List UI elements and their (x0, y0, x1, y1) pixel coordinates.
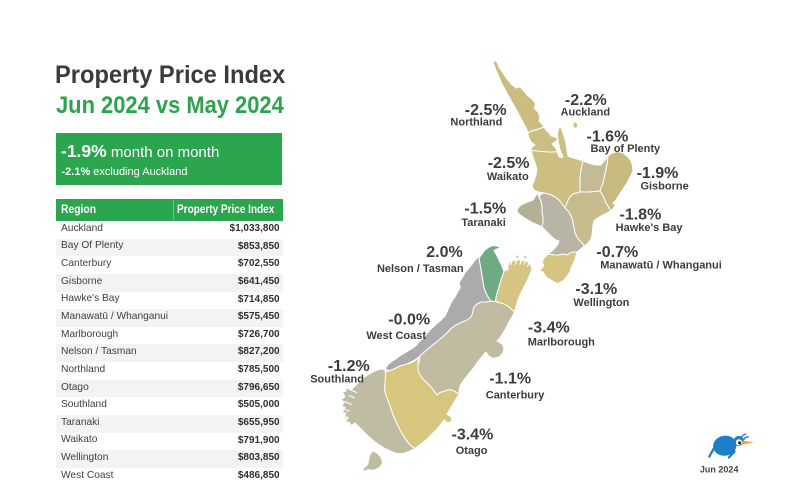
svg-text:-2.5%: -2.5% (488, 155, 530, 172)
svg-text:-0.0%: -0.0% (388, 312, 430, 329)
svg-text:-2.2%: -2.2% (565, 92, 607, 109)
svg-text:Bay of Plenty: Bay of Plenty (590, 143, 661, 155)
svg-text:Taranaki: Taranaki (461, 217, 505, 229)
svg-text:-1.1%: -1.1% (489, 371, 531, 388)
svg-text:Southland: Southland (310, 374, 364, 386)
svg-text:Nelson / Tasman: Nelson / Tasman (377, 263, 464, 275)
svg-text:Northland: Northland (450, 116, 502, 128)
svg-text:-0.7%: -0.7% (596, 244, 638, 261)
svg-text:Marlborough: Marlborough (528, 337, 595, 349)
svg-text:Gisborne: Gisborne (640, 180, 688, 192)
svg-text:-2.5%: -2.5% (465, 102, 507, 119)
svg-text:-3.4%: -3.4% (452, 426, 494, 443)
svg-text:-1.6%: -1.6% (587, 129, 629, 146)
svg-text:-3.4%: -3.4% (528, 320, 570, 337)
svg-text:-1.8%: -1.8% (620, 206, 662, 223)
svg-text:2.0%: 2.0% (426, 244, 462, 261)
svg-text:-1.5%: -1.5% (464, 201, 506, 218)
svg-text:-1.2%: -1.2% (328, 358, 370, 375)
svg-text:-3.1%: -3.1% (575, 281, 617, 298)
svg-text:Waikato: Waikato (487, 171, 529, 183)
svg-text:Auckland: Auckland (561, 107, 611, 119)
svg-text:Hawke's Bay: Hawke's Bay (616, 222, 684, 234)
svg-text:Manawatū / Whanganui: Manawatū / Whanganui (600, 259, 722, 271)
svg-text:Otago: Otago (456, 445, 488, 457)
svg-text:Canterbury: Canterbury (486, 389, 546, 401)
svg-text:West Coast: West Coast (366, 330, 426, 342)
svg-text:-1.9%: -1.9% (637, 165, 679, 182)
svg-text:Wellington: Wellington (573, 297, 629, 309)
svg-text:Jun 2024: Jun 2024 (700, 464, 739, 474)
